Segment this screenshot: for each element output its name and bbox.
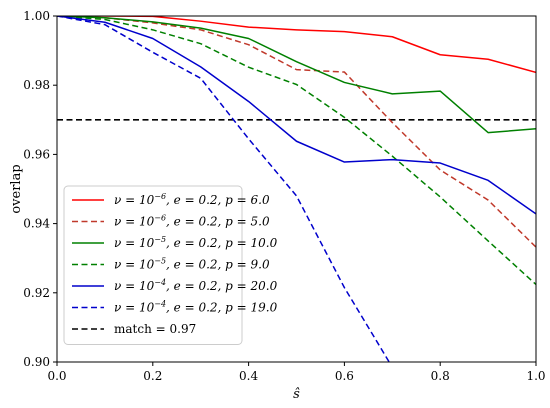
x-tick-label: 0.4: [239, 369, 258, 383]
x-axis-label: ŝ: [293, 387, 300, 402]
series-line-6: [57, 16, 391, 362]
y-tick-label: 0.92: [23, 286, 50, 300]
series-line-5: [57, 16, 536, 215]
y-tick-label: 1.00: [23, 9, 50, 23]
legend-entry-6-label: ν = 10−4, e = 0.2, p = 19.0: [114, 300, 278, 315]
legend-entry-3-label: ν = 10−5, e = 0.2, p = 10.0: [114, 235, 278, 250]
x-tick-label: 0.8: [431, 369, 450, 383]
legend: ν = 10−6, e = 0.2, p = 6.0 ν = 10−6, e = …: [63, 185, 278, 345]
axes: 0.0 0.2 0.4 0.6 0.8 1.0 0.90 0.92 0.94 0.96 0.98 1.…: [9, 9, 546, 402]
series-line-4: [57, 16, 536, 286]
legend-entry-2-label: ν = 10−6, e = 0.2, p = 5.0: [114, 214, 270, 229]
y-tick-label: 0.96: [23, 147, 50, 161]
x-tick-label: 0.6: [335, 369, 354, 383]
series-line-3: [57, 16, 536, 134]
x-tick-label: 0.2: [143, 369, 162, 383]
y-tick-label: 0.94: [23, 217, 50, 231]
legend-entry-4-label: ν = 10−5, e = 0.2, p = 9.0: [114, 257, 270, 272]
y-tick-label: 0.90: [23, 355, 50, 369]
y-axis-label: overlap: [9, 164, 24, 213]
legend-entry-1-label: ν = 10−6, e = 0.2, p = 6.0: [114, 192, 270, 207]
legend-box: [63, 185, 243, 345]
legend-entry-match-label: match = 0.97: [114, 322, 196, 336]
y-tick-label: 0.98: [23, 78, 50, 92]
x-tick-label: 0.0: [47, 369, 66, 383]
plot-frame: [56, 15, 537, 363]
x-tick-label: 1.0: [526, 369, 545, 383]
legend-entry-5-label: ν = 10−4, e = 0.2, p = 20.0: [114, 278, 278, 293]
